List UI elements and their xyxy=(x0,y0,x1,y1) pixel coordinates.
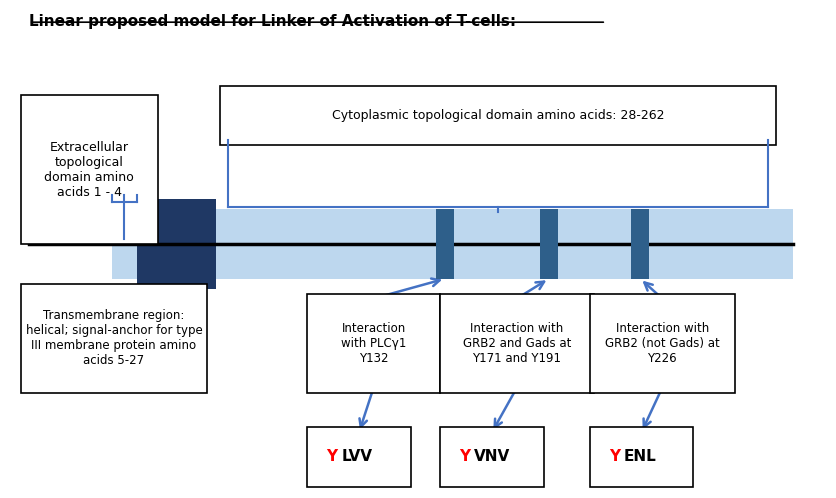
FancyBboxPatch shape xyxy=(436,209,454,279)
Text: Extracellular
topological
domain amino
acids 1 - 4: Extracellular topological domain amino a… xyxy=(44,141,134,199)
FancyBboxPatch shape xyxy=(21,284,207,392)
FancyBboxPatch shape xyxy=(21,96,158,244)
Text: Linear proposed model for Linker of Activation of T-cells:: Linear proposed model for Linker of Acti… xyxy=(28,14,516,29)
Text: Interaction with
GRB2 and Gads at
Y171 and Y191: Interaction with GRB2 and Gads at Y171 a… xyxy=(462,322,571,365)
Text: Cytoplasmic topological domain amino acids: 28-262: Cytoplasmic topological domain amino aci… xyxy=(332,109,665,122)
Text: Transmembrane region:
helical; signal-anchor for type
III membrane protein amino: Transmembrane region: helical; signal-an… xyxy=(26,309,202,367)
Text: ENL: ENL xyxy=(624,450,656,465)
FancyBboxPatch shape xyxy=(307,293,440,392)
FancyBboxPatch shape xyxy=(112,209,137,279)
FancyBboxPatch shape xyxy=(589,293,735,392)
FancyBboxPatch shape xyxy=(440,427,544,487)
FancyBboxPatch shape xyxy=(137,200,216,289)
Text: LVV: LVV xyxy=(341,450,372,465)
Text: VNV: VNV xyxy=(474,450,510,465)
FancyBboxPatch shape xyxy=(307,427,411,487)
FancyBboxPatch shape xyxy=(440,293,594,392)
Text: Y: Y xyxy=(326,450,338,465)
Text: Interaction
with PLCγ1
Y132: Interaction with PLCγ1 Y132 xyxy=(341,322,406,365)
FancyBboxPatch shape xyxy=(631,209,650,279)
FancyBboxPatch shape xyxy=(212,209,793,279)
FancyBboxPatch shape xyxy=(220,86,777,145)
Text: Interaction with
GRB2 (not Gads) at
Y226: Interaction with GRB2 (not Gads) at Y226 xyxy=(605,322,720,365)
Text: Y: Y xyxy=(609,450,619,465)
FancyBboxPatch shape xyxy=(540,209,558,279)
Text: Y: Y xyxy=(459,450,471,465)
FancyBboxPatch shape xyxy=(589,427,693,487)
